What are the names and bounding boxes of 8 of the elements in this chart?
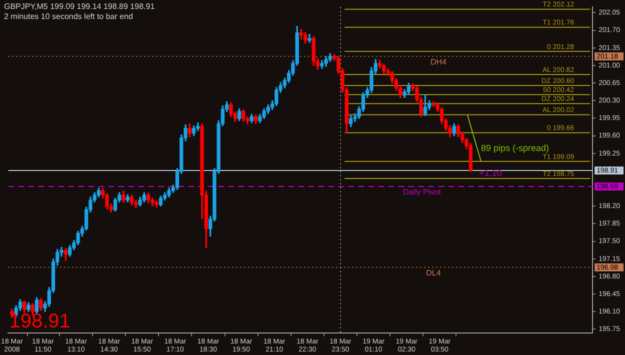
annotation: 198.91	[9, 310, 70, 333]
annotation: DL4	[426, 268, 442, 278]
chart-title: GBPJPY,M5 199.09 199.14 198.89 198.91	[4, 2, 155, 12]
annotation: 89 pips (-spread)	[481, 142, 550, 153]
annotation: Daily Pivot	[403, 188, 442, 197]
text: 2 minutes 10 seconds left to bar end	[4, 12, 134, 22]
annotation: DH4	[430, 58, 447, 67]
annotation: +1.10	[478, 168, 502, 178]
